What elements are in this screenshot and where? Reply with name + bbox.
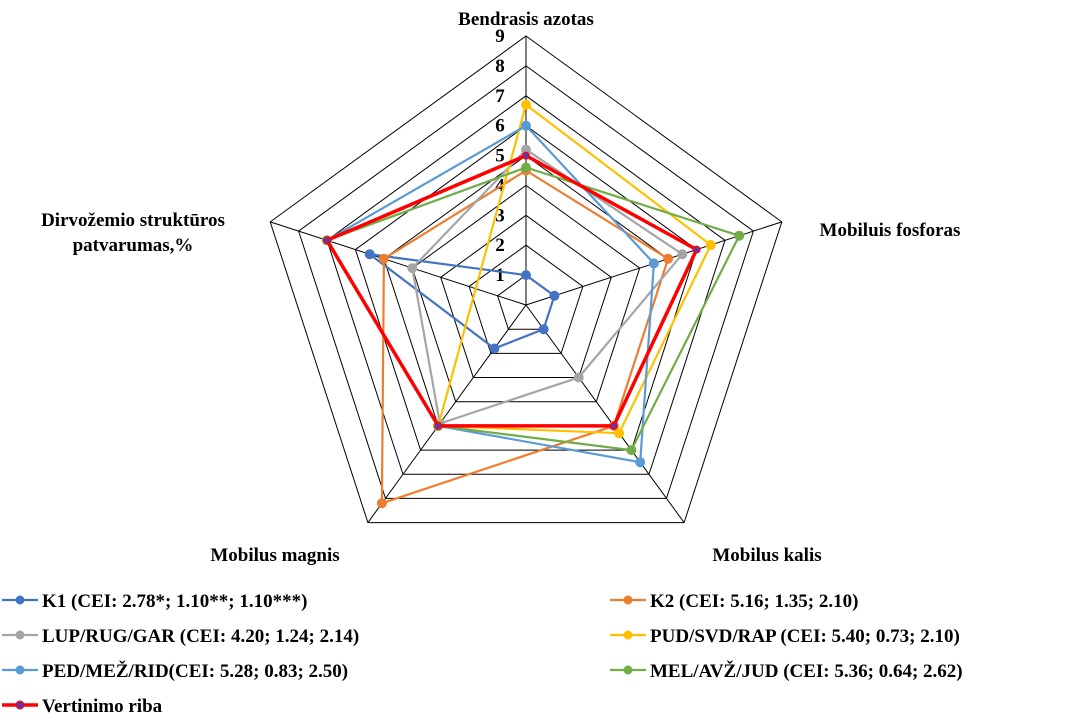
series-0-point-4 — [364, 249, 375, 260]
grid-ring-3 — [440, 214, 612, 378]
legend-swatch-marker-2 — [15, 630, 25, 640]
legend-item-3: PUD/SVD/RAP (CEI: 5.40; 0.73; 2.10) — [610, 626, 960, 647]
series-5-point-2 — [626, 445, 637, 456]
tick-label-6: 6 — [495, 116, 505, 137]
series-5-point-1 — [734, 230, 745, 241]
series-line-1 — [380, 169, 670, 505]
series-1-point-1 — [663, 253, 674, 264]
tick-label-8: 8 — [495, 56, 505, 77]
series-3-point-2 — [614, 428, 625, 439]
series-line-5 — [325, 166, 741, 452]
series-2-point-2 — [573, 372, 584, 383]
series-6-point-2 — [609, 421, 618, 430]
legend-item-1: K2 (CEI: 5.16; 1.35; 2.10) — [610, 591, 858, 612]
series-0-point-3 — [489, 343, 500, 354]
axis-title-4-line-0: Dirvožemio struktūros — [41, 210, 225, 231]
spoke-2 — [525, 304, 685, 523]
legend-swatch-marker-0 — [15, 595, 25, 605]
radar-spokes — [270, 36, 782, 523]
series-group — [322, 99, 745, 509]
legend-label-5: MEL/AVŽ/JUD (CEI: 5.36; 0.64; 2.62) — [650, 660, 963, 682]
series-line-4 — [325, 124, 656, 464]
series-line-6 — [325, 153, 699, 428]
grid-ring-8 — [298, 65, 754, 499]
series-3-point-1 — [705, 240, 716, 250]
series-line-0 — [368, 253, 556, 350]
legend-swatch-marker-3 — [623, 630, 633, 640]
tick-label-1: 1 — [495, 265, 505, 286]
spoke-3 — [367, 304, 527, 523]
legend: K1 (CEI: 2.78*; 1.10**; 1.10***) K2 (CEI:… — [2, 591, 963, 717]
legend-item-4: PED/MEŽ/RID(CEI: 5.28; 0.83; 2.50) — [2, 660, 348, 682]
tick-label-2: 2 — [495, 235, 505, 256]
series-1-point-4 — [378, 253, 389, 264]
series-0 — [364, 249, 560, 354]
tick-label-3: 3 — [495, 205, 505, 226]
legend-swatch-marker-1 — [623, 595, 633, 605]
legend-label-4: PED/MEŽ/RID(CEI: 5.28; 0.83; 2.50) — [42, 660, 348, 682]
series-6-point-1 — [692, 245, 701, 254]
series-0-point-1 — [549, 290, 560, 301]
series-0-point-2 — [538, 324, 549, 335]
legend-swatch-marker-6 — [15, 700, 25, 710]
series-4-point-2 — [635, 457, 646, 468]
series-5-point-0 — [521, 162, 531, 173]
axis-title-2: Mobilus kalis — [712, 545, 821, 566]
legend-item-6: Vertinimo riba — [2, 696, 163, 717]
legend-label-1: K2 (CEI: 5.16; 1.35; 2.10) — [650, 591, 858, 612]
legend-swatch-marker-5 — [623, 665, 633, 675]
series-4-point-0 — [521, 120, 531, 131]
series-1-point-3 — [376, 498, 387, 509]
series-6-point-0 — [522, 151, 530, 160]
axis-title-0: Bendrasis azotas — [458, 9, 594, 30]
grid-ring-4 — [411, 184, 641, 403]
series-0-point-0 — [521, 270, 531, 281]
legend-label-0: K1 (CEI: 2.78*; 1.10**; 1.10***) — [42, 591, 307, 612]
legend-item-5: MEL/AVŽ/JUD (CEI: 5.36; 0.64; 2.62) — [610, 660, 963, 682]
legend-swatch-marker-4 — [15, 665, 25, 675]
legend-item-2: LUP/RUG/GAR (CEI: 4.20; 1.24; 2.14) — [2, 626, 359, 647]
series-2-point-4 — [407, 263, 418, 274]
grid-ring-6 — [354, 125, 698, 451]
legend-label-6: Vertinimo riba — [42, 696, 163, 717]
tick-label-7: 7 — [495, 86, 505, 107]
series-2-point-1 — [677, 249, 688, 260]
series-6 — [323, 151, 701, 430]
spoke-4 — [270, 221, 527, 306]
axis-title-4-line-1: patvarumas,% — [73, 235, 194, 256]
series-4-point-1 — [648, 258, 659, 269]
series-3-point-0 — [521, 99, 531, 110]
tick-label-9: 9 — [495, 26, 505, 47]
legend-item-0: K1 (CEI: 2.78*; 1.10**; 1.10***) — [2, 591, 307, 612]
grid-ring-7 — [326, 95, 726, 475]
series-6-point-4 — [323, 236, 331, 245]
tick-label-5: 5 — [495, 146, 505, 167]
grid-ring-9 — [269, 35, 783, 524]
axis-titles: Bendrasis azotas Mobiluis fosforas Mobilus… — [41, 9, 960, 566]
series-line-2 — [411, 148, 684, 425]
legend-label-3: PUD/SVD/RAP (CEI: 5.40; 0.73; 2.10) — [650, 626, 960, 647]
axis-title-3: Mobilus magnis — [210, 545, 339, 566]
legend-label-2: LUP/RUG/GAR (CEI: 4.20; 1.24; 2.14) — [42, 626, 359, 647]
series-6-point-3 — [434, 421, 443, 430]
axis-title-1: Mobiluis fosforas — [820, 220, 961, 241]
